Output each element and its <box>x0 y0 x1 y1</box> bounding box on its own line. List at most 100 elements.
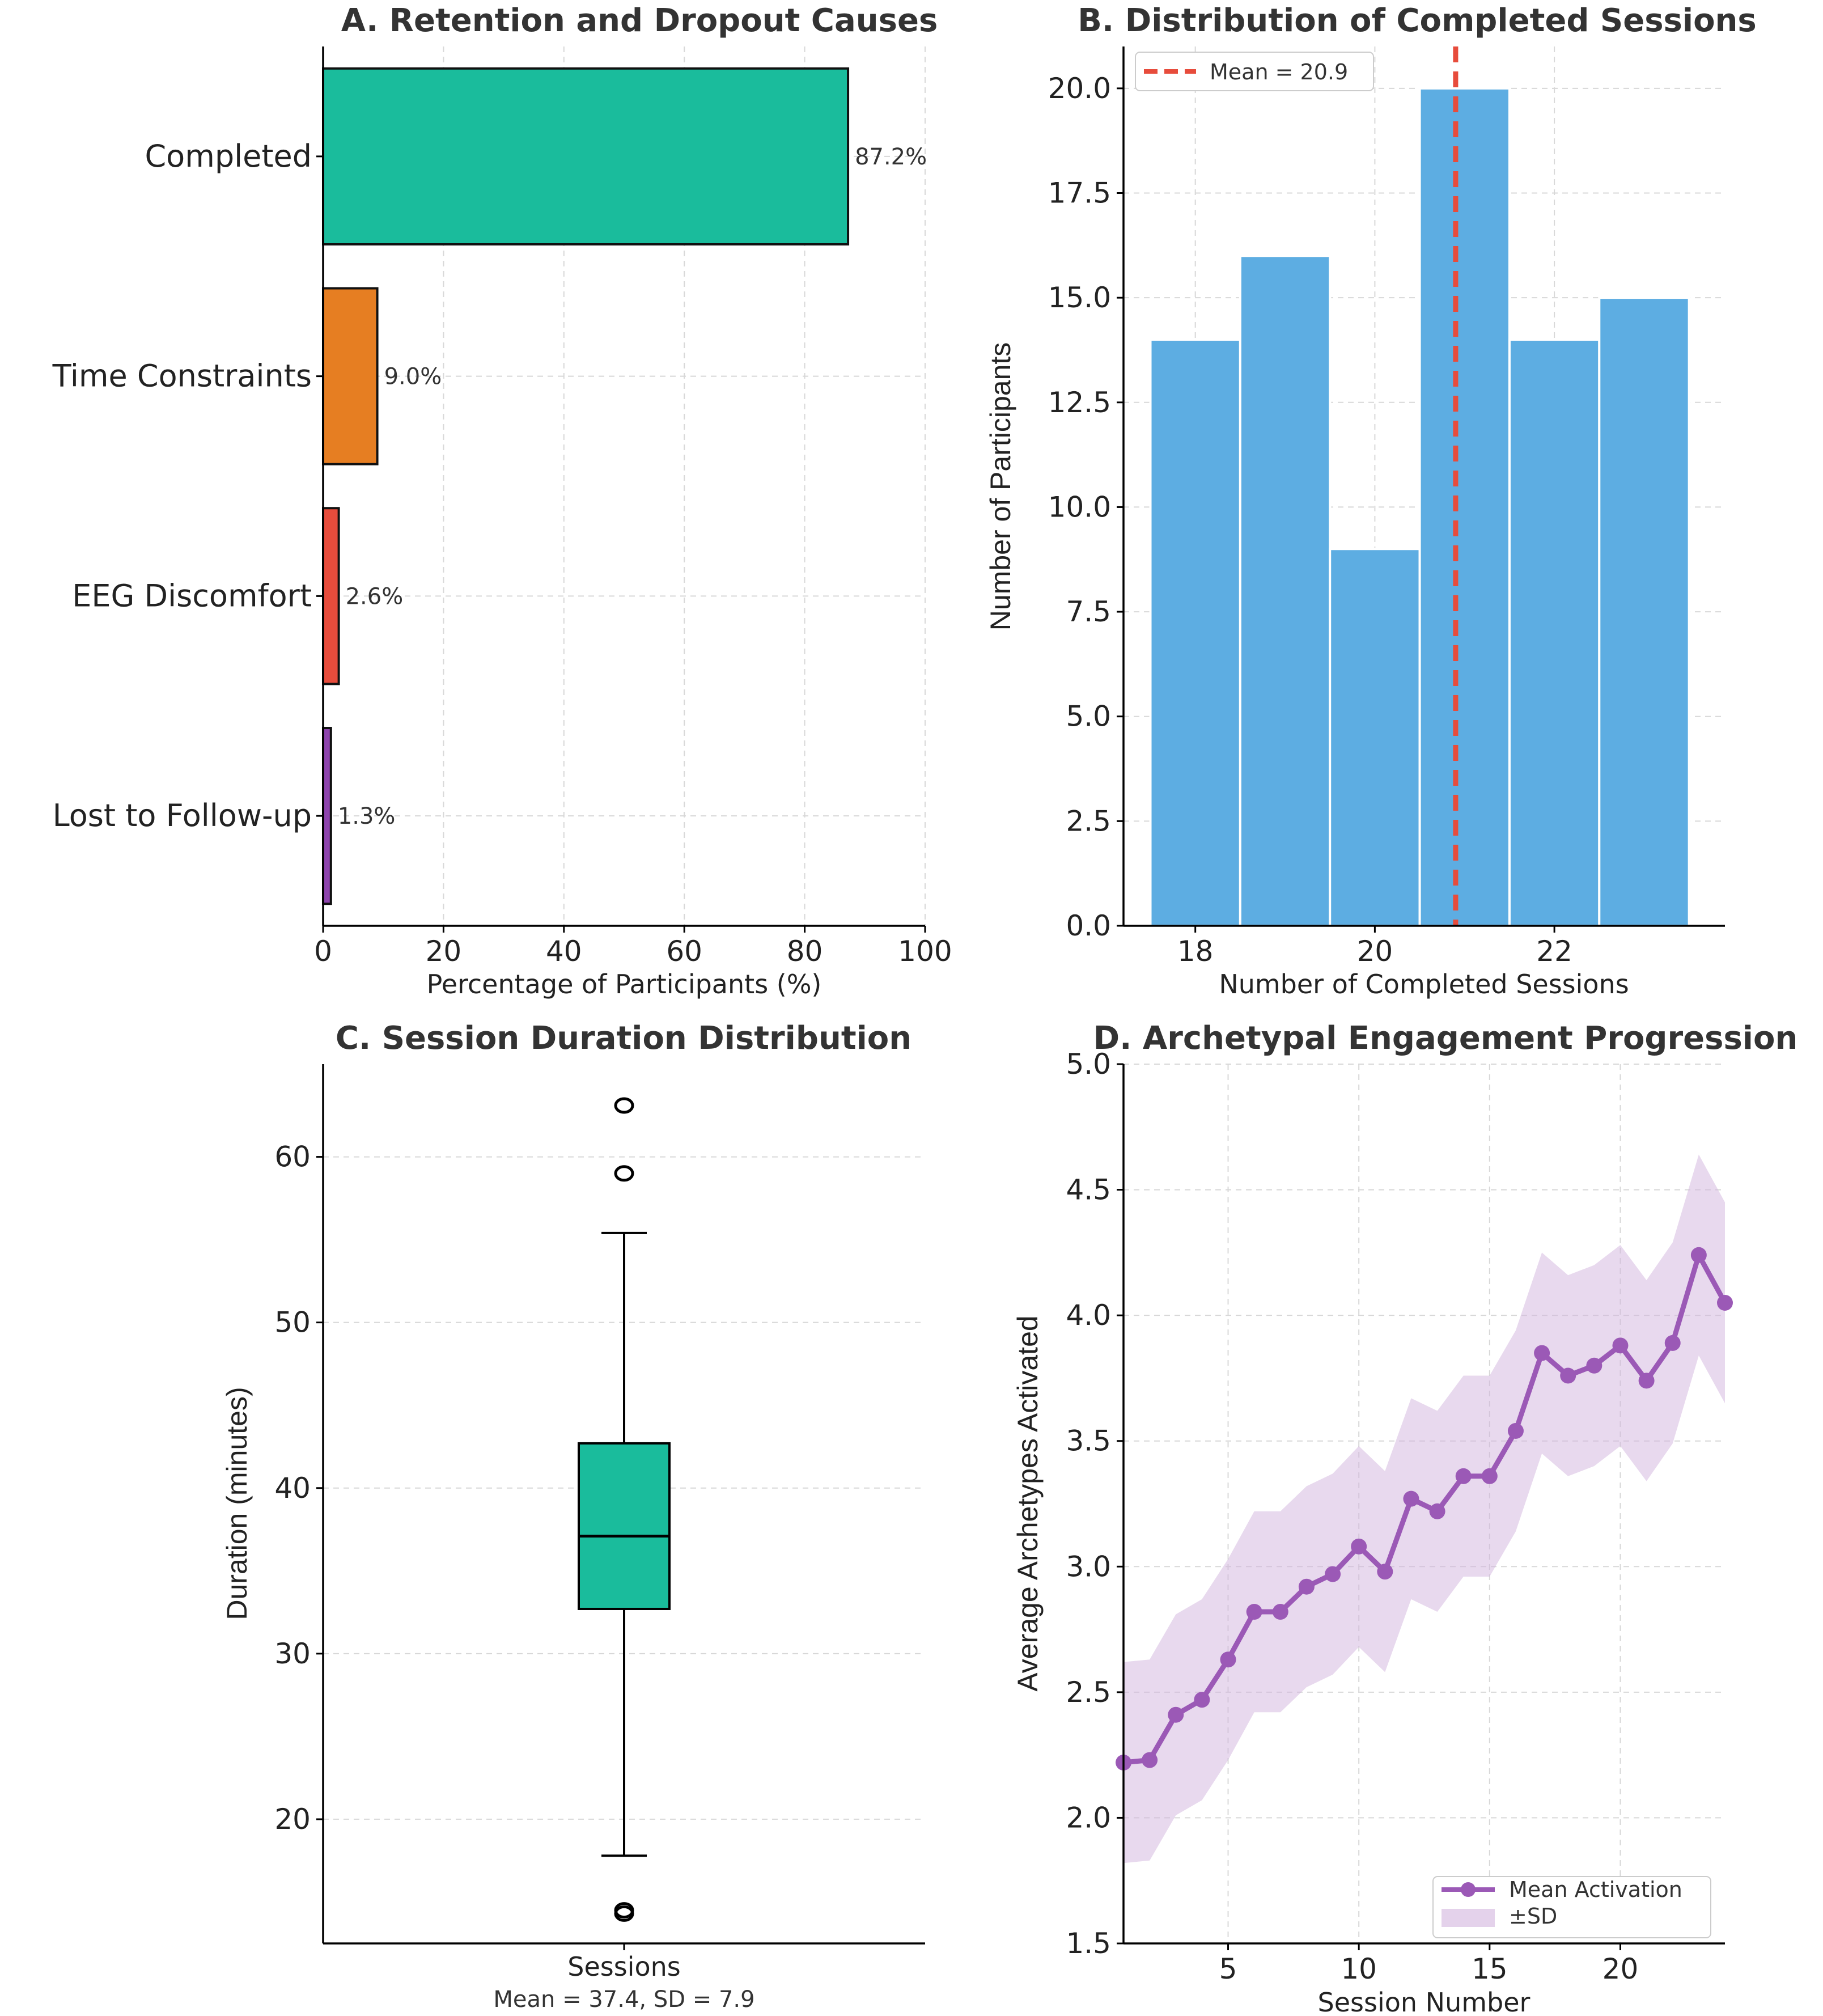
panel-d-point <box>1455 1468 1472 1484</box>
panel-a-xlabel: Percentage of Participants (%) <box>427 969 822 999</box>
panel-b-bar <box>1598 297 1690 927</box>
panel-d-xtick-label: 20 <box>1602 1953 1639 1985</box>
panel-d-point <box>1638 1373 1655 1389</box>
panel-d-point <box>1560 1367 1576 1384</box>
panel-b-ytick-label: 17.5 <box>1048 177 1111 210</box>
panel-d-point <box>1690 1247 1707 1263</box>
panel-c-title: C. Session Duration Distribution <box>336 1020 912 1057</box>
panel-d-point <box>1142 1752 1158 1768</box>
panel-a-xtick-label: 60 <box>666 935 702 968</box>
panel-d-point <box>1507 1422 1524 1439</box>
panel-d-xtick-label: 10 <box>1341 1953 1377 1985</box>
panel-d-point <box>1612 1337 1629 1354</box>
panel-b-bar <box>1239 255 1332 927</box>
panel-d-legend: Mean Activation ±SD <box>1432 1876 1711 1938</box>
panel-a-category-label: Lost to Follow-up <box>53 798 312 833</box>
panel-b-ytick-label: 7.5 <box>1066 595 1111 628</box>
panel-b-sessions-histogram: B. Distribution of Completed Sessions 0.… <box>985 2 1757 999</box>
panel-c-iqr-box <box>578 1442 671 1610</box>
panel-b-bar <box>1329 548 1421 927</box>
panel-d-ticks: 1.5 2.0 2.5 3.0 3.5 4.0 4.5 5.0 5 10 15 20 <box>1066 1048 1638 1985</box>
panel-d-point <box>1586 1357 1602 1374</box>
panel-c-duration-boxplot: C. Session Duration Distribution 20 30 40 5… <box>221 1020 925 2013</box>
panel-c-ytick-label: 30 <box>274 1637 311 1670</box>
panel-c-ticks: 20 30 40 50 60 <box>274 1141 323 1836</box>
panel-a-bar <box>322 287 379 465</box>
panel-c-ytick-label: 20 <box>274 1803 311 1836</box>
panel-d-ytick-label: 5.0 <box>1066 1048 1111 1081</box>
panel-b-ytick-label: 0.0 <box>1066 909 1111 942</box>
panel-b-title: B. Distribution of Completed Sessions <box>1078 2 1757 39</box>
panel-a-xtick-label: 0 <box>314 935 332 968</box>
panel-d-point <box>1168 1706 1184 1723</box>
panel-d-engagement-line: D. Archetypal Engagement Progression 1.5… <box>1012 1020 1797 2016</box>
panel-b-xtick-label: 18 <box>1177 935 1214 968</box>
panel-a-value-label: 1.3% <box>338 803 396 829</box>
panel-a-bars: 87.2% 9.0% 2.6% 1.3% <box>322 67 927 905</box>
panel-a-bar <box>322 67 850 245</box>
panel-d-point <box>1429 1503 1445 1519</box>
panel-a-value-label: 87.2% <box>855 144 927 170</box>
panel-d-title: D. Archetypal Engagement Progression <box>1093 1020 1798 1057</box>
panel-d-ytick-label: 2.5 <box>1066 1676 1111 1709</box>
panel-d-legend-band-swatch <box>1442 1909 1495 1927</box>
panel-b-ytick-label: 2.5 <box>1066 804 1111 837</box>
panel-a-bar <box>322 507 340 685</box>
panel-d-ytick-label: 3.0 <box>1066 1550 1111 1583</box>
panel-b-xlabel: Number of Completed Sessions <box>1219 969 1629 999</box>
panel-d-points <box>1116 1247 1733 1771</box>
panel-b-legend-mean-label: Mean = 20.9 <box>1210 60 1348 84</box>
panel-d-ytick-label: 1.5 <box>1066 1927 1111 1960</box>
panel-d-ytick-label: 3.5 <box>1066 1425 1111 1458</box>
panel-d-point <box>1351 1538 1367 1555</box>
panel-b-bar <box>1149 338 1241 927</box>
panel-b-ytick-label: 15.0 <box>1048 281 1111 314</box>
panel-c-box <box>578 1097 671 1922</box>
panel-b-ytick-label: 12.5 <box>1048 386 1111 419</box>
panel-b-bars <box>1149 87 1690 927</box>
panel-a-bar <box>322 727 332 905</box>
panel-b-ytick-label: 10.0 <box>1048 490 1111 523</box>
panel-c-ytick-label: 50 <box>274 1306 311 1339</box>
panel-c-ytick-label: 40 <box>274 1472 311 1505</box>
panel-a-category-label: Time Constraints <box>52 358 312 394</box>
panel-a-xtick-label: 20 <box>426 935 462 968</box>
panel-d-xlabel: Session Number <box>1318 1987 1531 2016</box>
panel-c-outlier <box>614 1905 634 1922</box>
panel-d-legend-frame <box>1432 1876 1711 1938</box>
panel-d-ytick-label: 2.0 <box>1066 1801 1111 1834</box>
panel-c-category-label: Sessions <box>567 1951 680 1982</box>
panel-d-point <box>1194 1692 1210 1708</box>
panel-c-summary-note: Mean = 37.4, SD = 7.9 <box>493 1987 754 2013</box>
panel-d-ytick-label: 4.0 <box>1066 1299 1111 1332</box>
panel-a-title: A. Retention and Dropout Causes <box>341 2 938 39</box>
panel-d-xtick-label: 5 <box>1219 1953 1237 1985</box>
panel-b-bar <box>1418 87 1511 927</box>
panel-d-point <box>1272 1604 1288 1620</box>
panel-a-xtick-label: 40 <box>546 935 582 968</box>
panel-b-ticks: 0.0 2.5 5.0 7.5 10.0 12.5 15.0 17.5 20.0 18 20 22 <box>1048 72 1572 968</box>
panel-d-xtick-label: 15 <box>1472 1953 1508 1985</box>
panel-b-ylabel: Number of Participants <box>985 342 1016 631</box>
panel-d-point <box>1377 1564 1393 1580</box>
panel-d-point <box>1298 1578 1315 1595</box>
panel-c-outlier <box>614 1097 634 1114</box>
panel-a-value-label: 9.0% <box>384 364 442 390</box>
panel-b-xtick-label: 20 <box>1357 935 1393 968</box>
panel-a-category-label: Completed <box>145 138 312 174</box>
panel-a-xtick-label: 80 <box>787 935 823 968</box>
panel-b-bar <box>1508 338 1601 927</box>
panel-d-legend-marker-swatch <box>1461 1882 1476 1897</box>
panel-c-ytick-label: 60 <box>274 1141 311 1174</box>
panel-d-sd-band <box>1124 1154 1725 1863</box>
panel-d-point <box>1325 1566 1341 1582</box>
panel-d-ytick-label: 4.5 <box>1066 1174 1111 1206</box>
panel-d-point <box>1220 1651 1236 1668</box>
panel-a-xtick-label: 100 <box>898 935 952 968</box>
panel-b-xtick-label: 22 <box>1536 935 1572 968</box>
panel-d-point <box>1534 1345 1550 1361</box>
panel-a-category-label: EEG Discomfort <box>72 578 312 613</box>
panel-c-ylabel: Duration (minutes) <box>221 1387 253 1620</box>
panel-d-legend-sd-label: ±SD <box>1509 1904 1557 1929</box>
panel-b-ytick-label: 20.0 <box>1048 72 1111 105</box>
